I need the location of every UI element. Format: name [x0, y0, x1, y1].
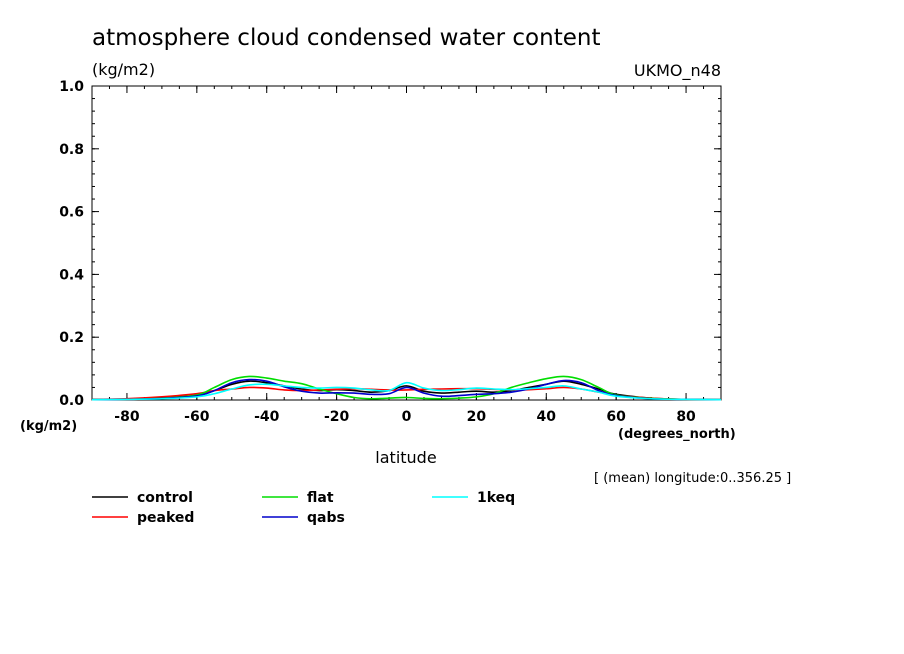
y-axis-ticks: 0.0 0.2 0.4 0.6 0.8 1.0	[59, 79, 721, 409]
series-line-flat	[91, 375, 722, 401]
legend-label-peaked: peaked	[137, 510, 194, 526]
series-lines	[91, 375, 722, 401]
x-tick-label: -60	[184, 409, 210, 425]
x-tick-label: -80	[114, 409, 140, 425]
x-axis-ticks: -80 -60 -40 -20 0 20 40 60 80	[114, 86, 696, 425]
series-line-control	[91, 380, 722, 401]
longitude-note: [ (mean) longitude:0..356.25 ]	[594, 471, 791, 486]
y-units-label: (kg/m2)	[20, 419, 77, 434]
x-tick-label: -20	[324, 409, 350, 425]
x-tick-label: 20	[467, 409, 487, 425]
series-line-qabs	[91, 378, 722, 401]
x-tick-label: 0	[402, 409, 412, 425]
y-tick-label: 0.6	[59, 205, 84, 221]
x-tick-label: -40	[254, 409, 280, 425]
x-tick-label: 80	[676, 409, 696, 425]
legend-label-control: control	[137, 490, 193, 506]
legend-label-qabs: qabs	[307, 510, 345, 526]
legend: control peaked flat qabs 1keq	[92, 490, 515, 526]
series-line-1keq	[91, 381, 722, 401]
x-units-label: (degrees_north)	[618, 427, 736, 442]
y-tick-label: 0.0	[59, 393, 84, 409]
x-axis-label: latitude	[375, 448, 436, 467]
y-tick-label: 1.0	[59, 79, 84, 95]
x-tick-label: 60	[606, 409, 626, 425]
y-tick-label: 0.4	[59, 267, 84, 283]
y-tick-label: 0.8	[59, 142, 84, 158]
legend-label-flat: flat	[307, 490, 334, 506]
model-label: UKMO_n48	[634, 61, 721, 81]
x-tick-label: 40	[537, 409, 557, 425]
y-tick-label: 0.2	[59, 330, 84, 346]
legend-label-1keq: 1keq	[477, 490, 515, 506]
units-label: (kg/m2)	[92, 60, 155, 79]
chart-title: atmosphere cloud condensed water content	[92, 25, 600, 51]
